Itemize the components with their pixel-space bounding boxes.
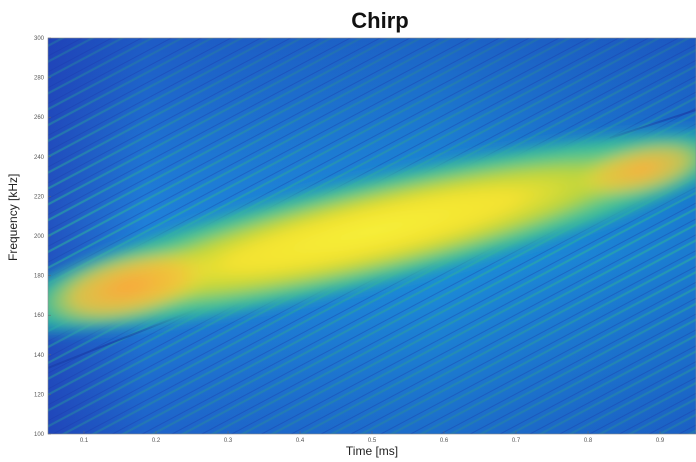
y-tick-label-4: 180	[34, 274, 45, 280]
x-tick-label-2: 0.3	[224, 438, 233, 444]
y-axis-ticks: 100 120 140 160 180 200 220 240 260 280 300	[34, 36, 51, 438]
x-tick-label-4: 0.5	[368, 438, 377, 444]
x-tick-label-1: 0.2	[152, 438, 161, 444]
x-axis-label: Time [ms]	[345, 444, 399, 458]
x-tick-label-6: 0.7	[512, 438, 521, 444]
ridge-peak-late	[573, 139, 696, 199]
y-tick-label-7: 240	[34, 155, 45, 161]
y-tick-label-9: 280	[34, 76, 45, 82]
y-axis-label: Frequency [kHz]	[6, 173, 20, 261]
y-tick-label-2: 140	[34, 353, 45, 359]
y-tick-label-1: 120	[34, 392, 45, 398]
heatmap-area	[48, 38, 696, 434]
chirp-ridge	[48, 123, 696, 340]
y-tick-label-8: 260	[34, 115, 45, 121]
x-axis-ticks: 0.1 0.2 0.3 0.4 0.5 0.6 0.7 0.8 0.9	[80, 431, 665, 444]
y-tick-label-3: 160	[34, 313, 45, 319]
x-tick-label-0: 0.1	[80, 438, 89, 444]
y-tick-label-6: 220	[34, 194, 45, 200]
x-tick-label-7: 0.8	[584, 438, 593, 444]
y-tick-label-0: 100	[34, 432, 45, 438]
y-tick-label-10: 300	[34, 36, 45, 42]
x-tick-label-3: 0.4	[296, 438, 305, 444]
y-tick-label-5: 200	[34, 234, 45, 240]
chart-title: Chirp	[351, 8, 409, 33]
ridge-peak-early	[48, 248, 217, 326]
x-tick-label-5: 0.6	[440, 438, 449, 444]
x-tick-label-8: 0.9	[656, 438, 665, 444]
